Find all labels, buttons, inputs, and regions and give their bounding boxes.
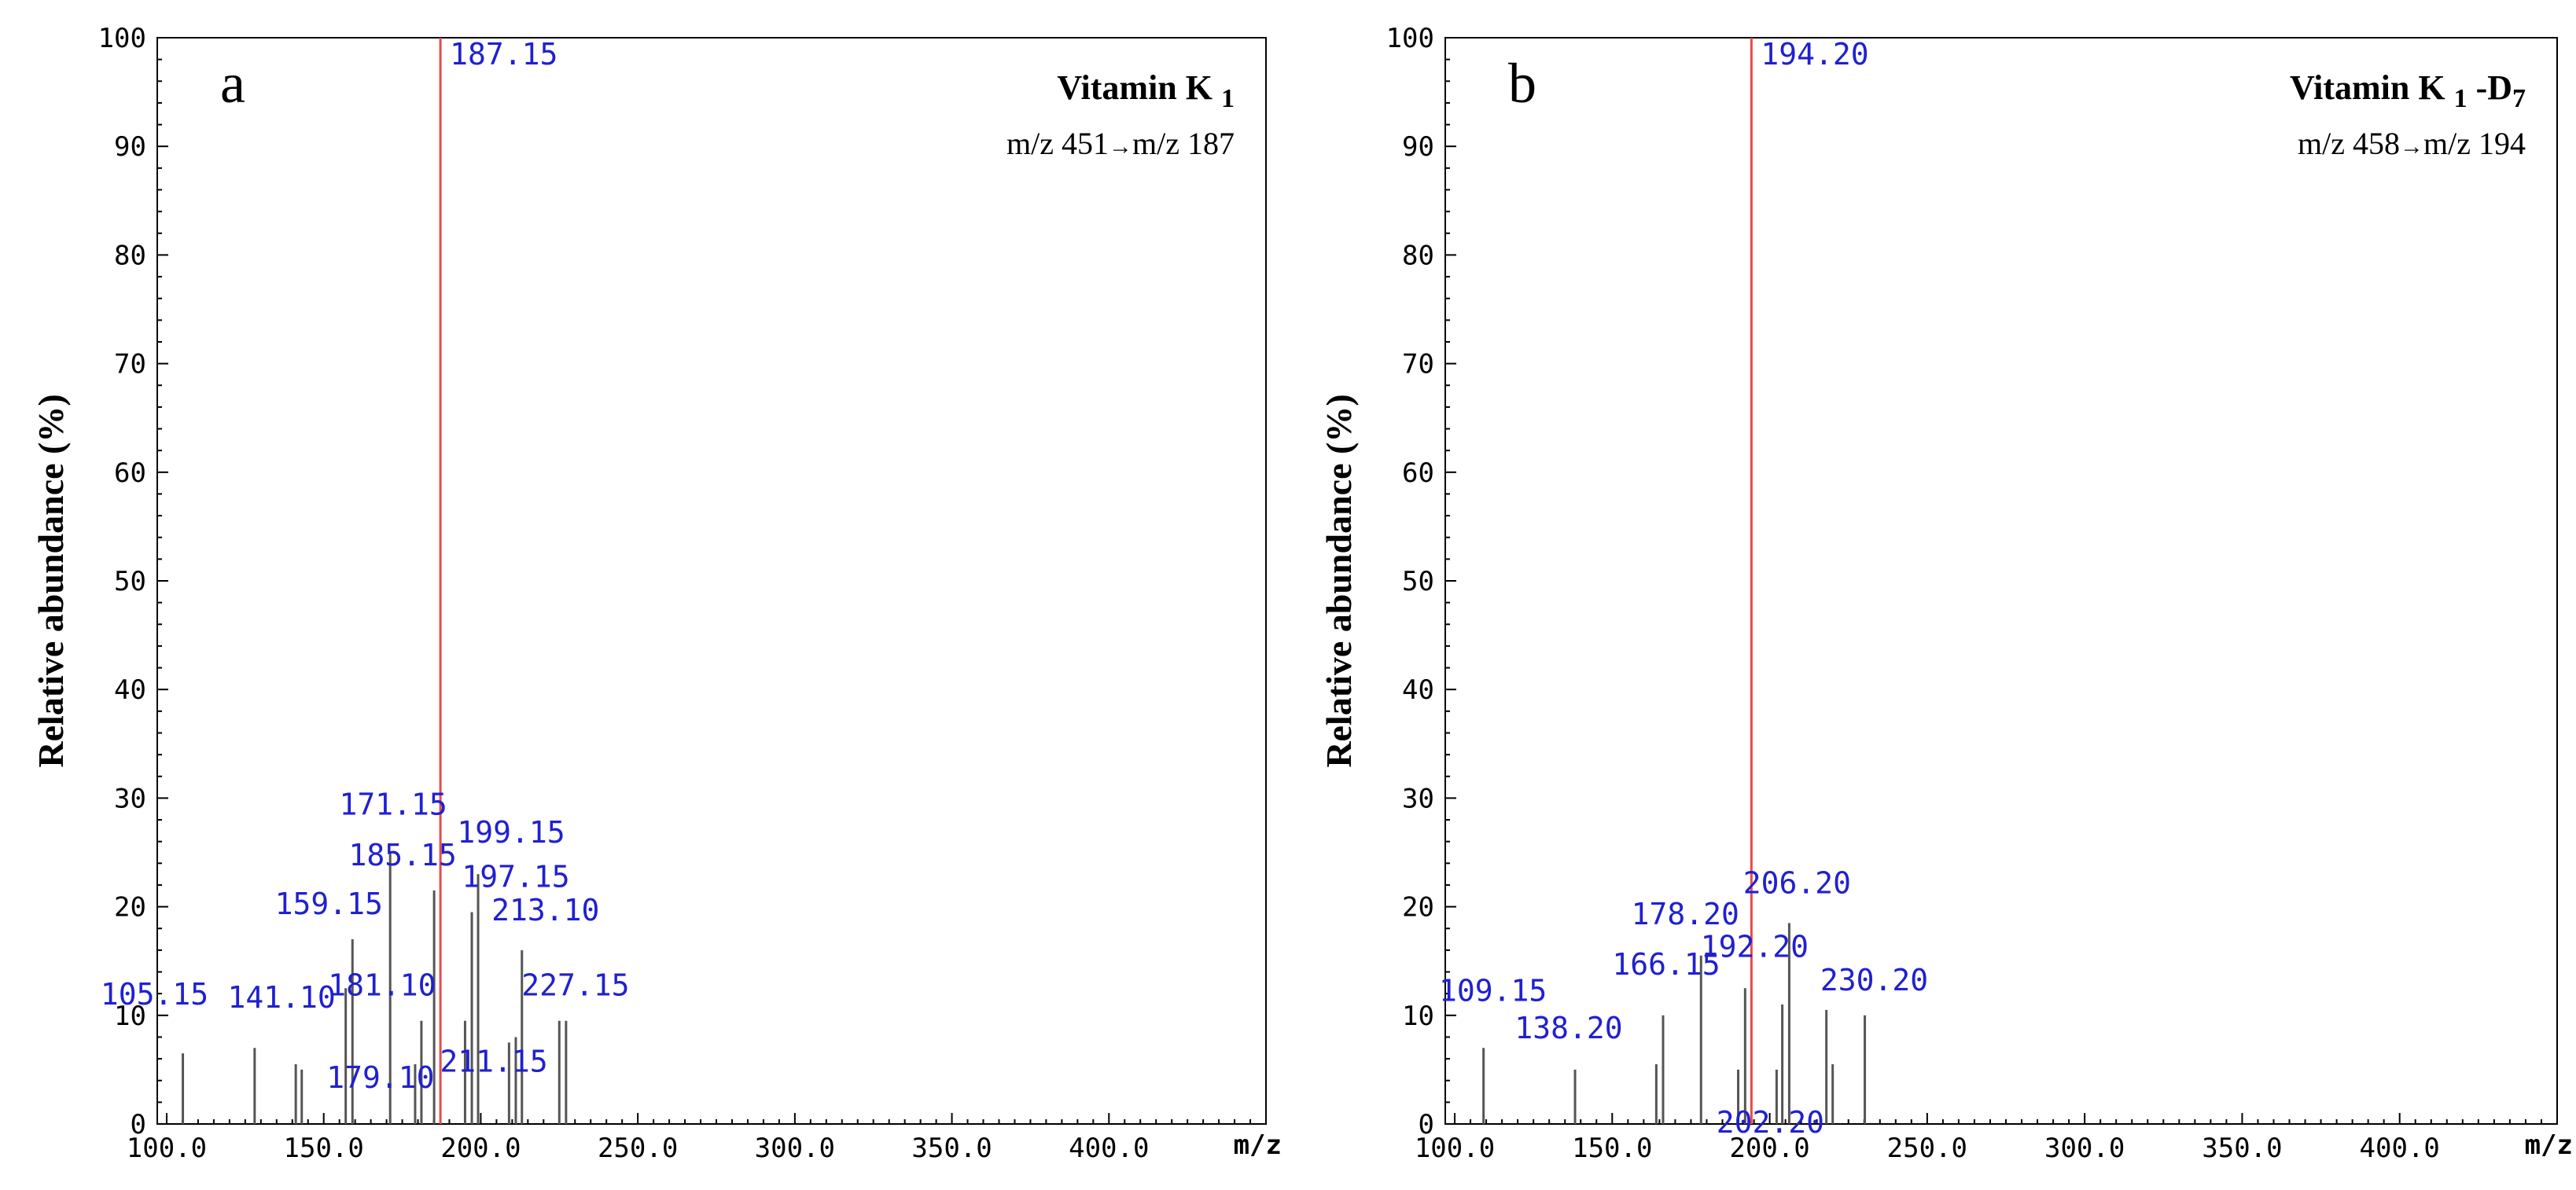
panel-a: 0 10 20 30 40 50 60 70 80 90 100 100.0 150.0 200.0 250… (31, 23, 1282, 1164)
base-peak-label: 194.20 (1761, 37, 1868, 72)
y-tick-label: 70 (1402, 349, 1434, 380)
transition-text: m/z 451→m/z 187 (1006, 126, 1235, 161)
peak-label: 213.10 (491, 893, 599, 927)
panel-b: 0 10 20 30 40 50 60 70 80 90 100 100.0 150.0 200.0 250… (1319, 23, 2573, 1164)
x-tick-label: 150.0 (1572, 1133, 1652, 1164)
y-tick-label: 40 (114, 674, 146, 706)
compound-title: Vitamin K 1 (1057, 68, 1235, 113)
x-tick-label: 300.0 (755, 1133, 835, 1164)
y-tick-label: 80 (1402, 240, 1434, 271)
x-tick-label: 150.0 (284, 1133, 364, 1164)
peak-label: 206.20 (1743, 865, 1851, 900)
peak-label: 211.15 (440, 1044, 547, 1078)
y-tick-label: 10 (1402, 1001, 1434, 1032)
x-tick-label: 100.0 (127, 1133, 207, 1164)
y-tick-label: 10 (114, 1001, 146, 1032)
peak-label: 159.15 (275, 887, 383, 921)
y-tick-label: 60 (114, 457, 146, 489)
y-tick-label: 20 (114, 892, 146, 924)
x-tick-label: 400.0 (1069, 1133, 1149, 1164)
x-tick-label: 350.0 (911, 1133, 992, 1164)
y-tick-label: 100 (98, 23, 146, 54)
peak-label: 178.20 (1632, 897, 1739, 931)
peak-label: 181.10 (328, 968, 436, 1003)
peak-label: 138.20 (1514, 1011, 1622, 1045)
transition-text: m/z 458→m/z 194 (2298, 126, 2526, 161)
x-tick-label: 250.0 (1887, 1133, 1967, 1164)
peak-label: 109.15 (1439, 973, 1547, 1008)
base-peak-label: 187.15 (450, 37, 558, 72)
y-tick-label: 100 (1386, 23, 1434, 54)
y-tick-label: 30 (114, 783, 146, 814)
peak-label: 230.20 (1820, 963, 1928, 997)
peak-label: 171.15 (340, 788, 447, 822)
peak-label: 197.15 (462, 860, 569, 894)
y-tick-label: 40 (1402, 674, 1434, 706)
y-tick-label: 70 (114, 349, 146, 380)
y-axis-title: Relative abundance (%) (1319, 394, 1359, 767)
peak-label: 166.15 (1612, 947, 1720, 982)
y-tick-label: 30 (1402, 783, 1434, 814)
peak-label: 199.15 (457, 815, 565, 850)
y-tick-label: 50 (114, 566, 146, 597)
x-tick-label: 200.0 (1729, 1133, 1809, 1164)
panel-letter: a (220, 52, 245, 115)
y-tick-label: 90 (114, 131, 146, 163)
y-tick-label: 0 (131, 1109, 146, 1140)
peak-label: 141.10 (228, 980, 336, 1015)
x-tick-label: 300.0 (2044, 1133, 2125, 1164)
x-axis-unit: m/z (2525, 1129, 2573, 1161)
x-tick-label: 400.0 (2360, 1133, 2440, 1164)
compound-title: Vitamin K 1 -D7 (2290, 68, 2526, 113)
y-tick-label: 50 (1402, 566, 1434, 597)
x-tick-label: 250.0 (598, 1133, 678, 1164)
x-tick-label: 200.0 (440, 1133, 521, 1164)
x-tick-label: 350.0 (2202, 1133, 2282, 1164)
peak-label: 179.10 (326, 1060, 434, 1095)
peak-label: 192.20 (1701, 929, 1809, 964)
y-tick-label: 20 (1402, 892, 1434, 924)
y-tick-label: 0 (1419, 1109, 1434, 1140)
peak-label: 202.20 (1717, 1105, 1824, 1140)
peak-label: 185.15 (348, 838, 456, 872)
y-tick-label: 80 (114, 240, 146, 271)
panel-letter: b (1508, 52, 1536, 115)
x-tick-label: 100.0 (1415, 1133, 1495, 1164)
y-tick-label: 90 (1402, 131, 1434, 163)
y-tick-label: 60 (1402, 457, 1434, 489)
y-axis-title: Relative abundance (%) (31, 394, 71, 767)
peak-label: 227.15 (521, 968, 629, 1003)
x-axis-unit: m/z (1234, 1129, 1282, 1161)
peak-label: 105.15 (101, 977, 208, 1012)
